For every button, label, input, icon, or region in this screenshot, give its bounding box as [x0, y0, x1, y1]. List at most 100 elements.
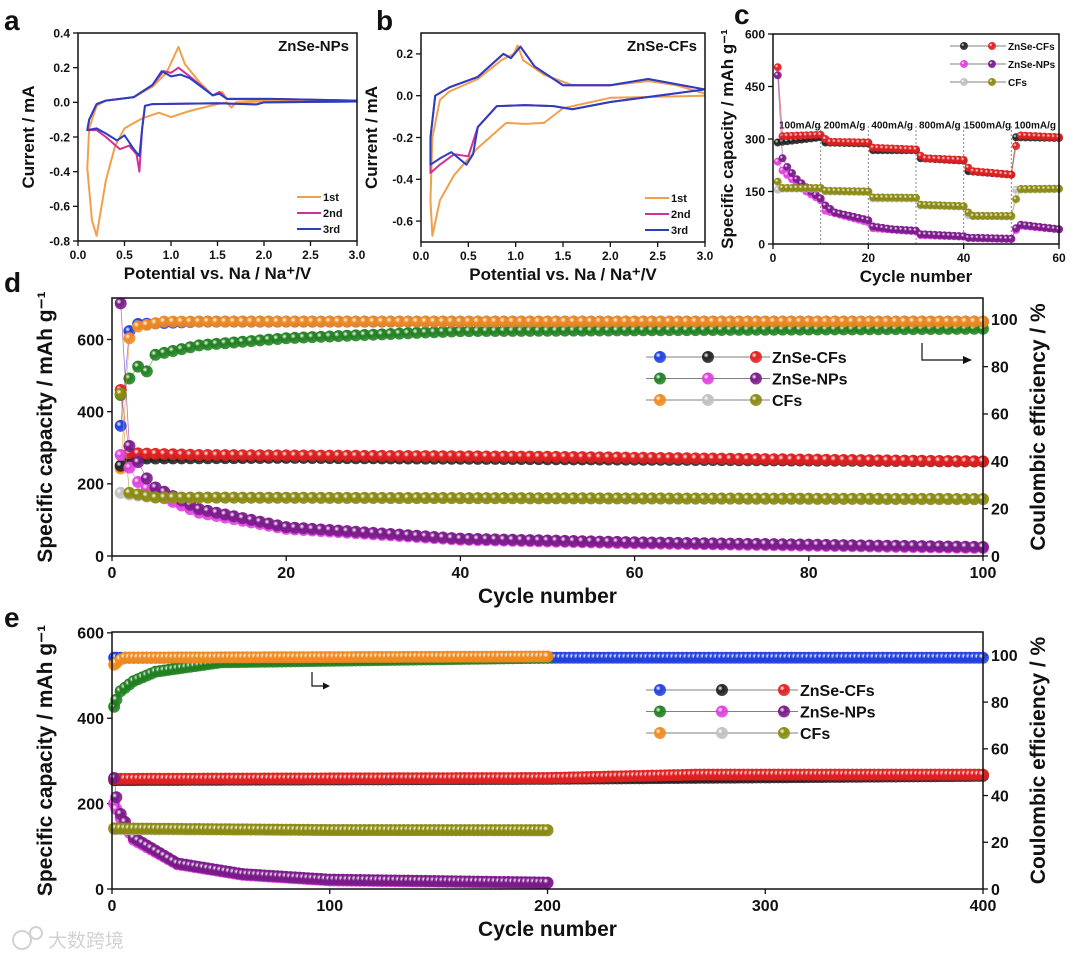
data-point: [532, 534, 545, 547]
data-point: [942, 492, 955, 505]
data-point: [201, 491, 214, 504]
data-point: [663, 452, 676, 465]
data-point: [776, 453, 789, 466]
data-point: [646, 315, 659, 328]
data-point: [463, 450, 476, 463]
data-point: [436, 450, 449, 463]
data-point: [419, 530, 432, 543]
data-point: [271, 449, 284, 462]
legend-marker: [654, 394, 666, 406]
data-point: [689, 492, 702, 505]
data-point: [628, 451, 641, 464]
data-point: [637, 492, 650, 505]
data-point: [558, 315, 571, 328]
series-layer: [108, 650, 989, 890]
data-point: [585, 324, 598, 337]
data-point: [454, 532, 467, 545]
data-point: [750, 315, 763, 328]
data-point: [158, 491, 171, 504]
series-line: [113, 803, 548, 884]
data-point: [689, 315, 702, 328]
data-point: [898, 539, 911, 552]
data-point: [924, 492, 937, 505]
chart-e: e0 100 200 300 4000200400600020406080100Cycl…: [4, 602, 1050, 941]
data-point: [445, 492, 458, 505]
data-point: [663, 492, 676, 505]
data-point: [767, 538, 780, 551]
data-point: [872, 454, 885, 467]
data-point: [767, 315, 780, 328]
data-point: [959, 156, 968, 164]
plot-frame: [111, 297, 984, 557]
data-point: [445, 325, 458, 338]
data-point: [515, 324, 528, 337]
data-point: [585, 492, 598, 505]
data-point: [463, 315, 476, 328]
data-point: [297, 491, 310, 504]
data-point: [855, 315, 868, 328]
data-point: [933, 492, 946, 505]
y2-axis-label: Coulombic efficiency / %: [1027, 636, 1050, 884]
data-point: [837, 539, 850, 552]
data-point: [950, 492, 963, 505]
data-point: [262, 449, 275, 462]
data-point: [506, 450, 519, 463]
data-point: [619, 451, 632, 464]
data-point: [959, 315, 972, 328]
legend-marker: [716, 727, 728, 739]
data-point: [210, 449, 223, 462]
data-point: [480, 533, 493, 546]
data-point: [619, 536, 632, 549]
data-point: [637, 451, 650, 464]
data-point: [132, 456, 145, 469]
data-point: [741, 452, 754, 465]
legend-entry: ZnSe-CFs: [646, 350, 847, 367]
data-point: [794, 315, 807, 328]
legend-label: 2nd: [671, 209, 691, 221]
data-point: [724, 537, 737, 550]
data-point: [820, 315, 833, 328]
data-point: [898, 454, 911, 467]
data-point: [558, 450, 571, 463]
data-point: [773, 177, 782, 186]
data-point: [907, 315, 920, 328]
y-tick-label: 0: [95, 882, 104, 899]
plot-frame: [111, 631, 984, 890]
data-point: [783, 163, 792, 171]
y2-tick-label: 60: [991, 742, 1009, 759]
data-point: [140, 447, 153, 460]
x-tick-label: 60: [1052, 251, 1066, 265]
x-tick-label: 40: [957, 251, 971, 265]
data-point: [428, 315, 441, 328]
data-point: [184, 448, 197, 461]
data-point: [175, 491, 188, 504]
data-point: [524, 450, 537, 463]
data-point: [576, 324, 589, 337]
data-point: [802, 453, 815, 466]
data-point: [480, 450, 493, 463]
series-znse-nps-discharge: [114, 297, 989, 553]
y-tick-label: -0.8: [49, 234, 70, 248]
data-point: [942, 540, 955, 553]
x-axis-label: Potential vs. Na / Na⁺/V: [124, 264, 312, 283]
legend-label: 3rd: [671, 225, 688, 237]
data-point: [184, 315, 197, 328]
data-point: [637, 315, 650, 328]
data-point: [236, 315, 249, 328]
x-tick-label: 0.0: [413, 249, 430, 263]
data-point: [567, 451, 580, 464]
data-point: [698, 452, 711, 465]
data-point: [524, 492, 537, 505]
data-point: [219, 315, 232, 328]
data-point: [628, 492, 641, 505]
data-point: [811, 453, 824, 466]
x-axis-label: Cycle number: [478, 585, 617, 608]
data-point: [245, 491, 258, 504]
data-point: [367, 491, 380, 504]
legend-marker: [988, 78, 996, 86]
x-tick-label: 2.0: [602, 249, 619, 263]
legend-label: 3rd: [323, 224, 340, 236]
legend-marker: [778, 705, 790, 718]
data-point: [733, 452, 746, 465]
y2-axis-label: Coulombic efficiency / %: [1027, 303, 1050, 551]
